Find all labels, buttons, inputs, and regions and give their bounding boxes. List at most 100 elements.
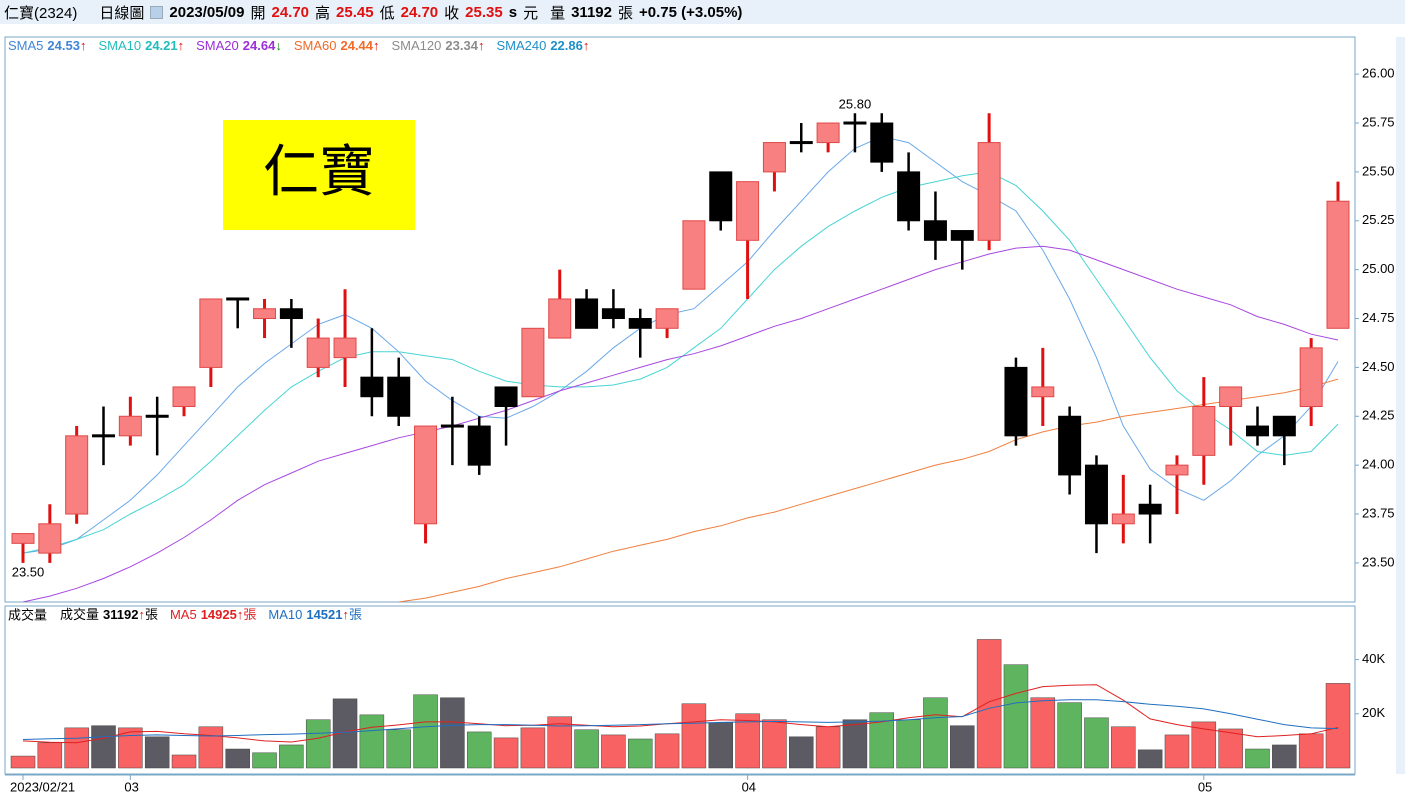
- volume-bar: [198, 726, 224, 769]
- legend-trend: ↑: [237, 607, 244, 622]
- volume-bar: [466, 731, 492, 769]
- volume-bar: [493, 737, 519, 769]
- x-tick-label: 04: [742, 779, 756, 794]
- volume-bar: [91, 725, 116, 769]
- candle-body: [494, 386, 518, 407]
- candle-body: [1219, 386, 1243, 407]
- sma-line: [22, 245, 1339, 602]
- y-tick-label: 40K: [1362, 651, 1385, 666]
- ma-line: [22, 699, 1339, 740]
- y-tick-label: 20K: [1362, 705, 1385, 720]
- legend-trend: ↑: [373, 38, 380, 53]
- volume-bar: [1218, 728, 1243, 769]
- legend-value: 14521: [306, 607, 342, 622]
- y-tick-label: 23.75: [1362, 505, 1395, 520]
- volume: 31192: [571, 3, 612, 21]
- y-tick-label: 24.00: [1362, 457, 1395, 472]
- legend-value: 22.86: [550, 38, 583, 53]
- candle-body: [548, 298, 572, 339]
- open-value: 24.70: [271, 3, 310, 21]
- high-label: 高: [315, 4, 331, 22]
- legend-name: SMA10: [98, 38, 141, 53]
- legend-trend: ↑: [478, 38, 485, 53]
- legend-entry: SMA5 24.53↑: [8, 38, 86, 53]
- price-plot: [11, 113, 1350, 602]
- candle-body: [1084, 464, 1108, 525]
- volume-bar: [1325, 683, 1351, 769]
- volume-bar: [10, 755, 36, 769]
- close-value: 25.35: [465, 3, 503, 21]
- candle-body: [897, 171, 921, 222]
- candle-body: [333, 337, 357, 359]
- date: 2023/05/09: [169, 3, 245, 21]
- high-value: 25.45: [336, 3, 374, 21]
- candle-body: [601, 308, 625, 320]
- legend-trend: ↑: [343, 607, 350, 622]
- volume-bar: [520, 727, 546, 769]
- y-tick-label: 25.25: [1362, 212, 1395, 227]
- legend-entry: SMA240 22.86↑: [496, 38, 589, 53]
- candle-body: [1299, 347, 1323, 407]
- candle-body: [65, 435, 89, 515]
- checkbox[interactable]: [150, 5, 164, 19]
- legend-entry: 成交量 31192↑張: [60, 607, 158, 622]
- y-tick-label: 25.50: [1362, 163, 1395, 178]
- candle-body: [789, 141, 813, 145]
- volume-bar: [225, 748, 250, 769]
- stock-name: 仁寶(2324): [4, 4, 78, 22]
- candle-body: [709, 171, 733, 222]
- legend-name: SMA20: [196, 38, 239, 53]
- volume-bar: [654, 733, 680, 769]
- volume-bar: [789, 736, 814, 769]
- candle-body: [387, 376, 411, 417]
- y-tick-label: 24.50: [1362, 359, 1395, 374]
- volume-bar: [305, 719, 331, 769]
- legend-trend: ↑: [80, 38, 87, 53]
- volume-bar: [252, 752, 277, 769]
- volume-bar: [1084, 717, 1109, 769]
- volume-bar: [1298, 733, 1324, 769]
- candle-body: [682, 220, 706, 290]
- volume-plot: [10, 639, 1351, 769]
- candle-body: [145, 414, 169, 418]
- legend-unit: 張: [145, 607, 158, 622]
- x-tick-label: 2023/02/21: [10, 779, 75, 794]
- legend-value: 24.44: [340, 38, 373, 53]
- candle-body: [1192, 405, 1216, 456]
- legend-entry: MA5 14925↑張: [170, 607, 256, 622]
- volume-bar: [1137, 749, 1163, 769]
- candle-body: [762, 142, 786, 173]
- volume-bar: [681, 703, 707, 769]
- volume-bar: [64, 727, 89, 769]
- volume-bar: [708, 722, 734, 769]
- y-tick-label: 23.50: [1362, 554, 1395, 569]
- volume-bar: [1111, 726, 1136, 769]
- x-tick-label: 05: [1198, 779, 1212, 794]
- volume-bar: [896, 719, 921, 769]
- low-label: 23.50: [12, 564, 45, 579]
- volume-bar: [144, 736, 170, 769]
- y-tick-label: 24.25: [1362, 408, 1395, 423]
- candle-body: [923, 220, 947, 241]
- sma-line: [398, 378, 1339, 602]
- candle-body: [467, 425, 491, 466]
- legend-entry: SMA120 23.34↑: [392, 38, 485, 53]
- change: +0.75 (+3.05%): [639, 3, 743, 21]
- candle-body: [172, 386, 196, 407]
- overlay-box: [223, 120, 415, 230]
- candle-body: [38, 523, 62, 554]
- candle-body: [950, 230, 974, 241]
- volume-bar: [1245, 748, 1270, 769]
- legend-name: SMA60: [294, 38, 337, 53]
- candle-body: [1111, 513, 1135, 525]
- volume-bar: [815, 726, 841, 769]
- candle-body: [199, 298, 223, 368]
- sma-line: [22, 136, 1339, 554]
- candle-body: [1272, 415, 1296, 437]
- candle-body: [1004, 366, 1028, 437]
- candle-body: [1031, 386, 1055, 398]
- candle-body: [226, 297, 250, 301]
- volume-bar: [118, 727, 143, 769]
- legend-unit: 張: [243, 607, 256, 622]
- legend-value: 24.53: [47, 38, 80, 53]
